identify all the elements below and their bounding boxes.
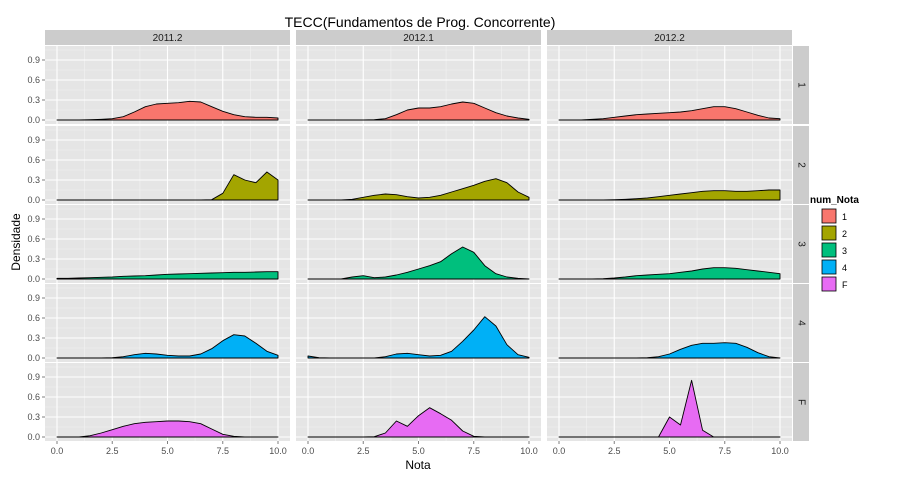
panel-f-2012-2 <box>547 363 792 441</box>
column-strip-label: 2012.2 <box>654 33 685 44</box>
y-tick-label: 0.3 <box>27 175 40 185</box>
x-tick-label: 10.0 <box>269 446 287 456</box>
panel-f-2012-1 <box>296 363 541 441</box>
panel-3-2011-2 <box>45 205 290 283</box>
y-tick-label: 0.0 <box>27 353 40 363</box>
x-tick-label: 5.0 <box>663 446 676 456</box>
y-tick-label: 0.6 <box>27 155 40 165</box>
legend-entry-label: 3 <box>842 246 847 256</box>
legend-swatch-f <box>821 276 837 292</box>
row-strip-label: 3 <box>795 241 806 247</box>
legend-swatch-4 <box>821 259 837 275</box>
legend-entry-label: 4 <box>842 263 847 273</box>
legend-swatch-1 <box>821 208 837 224</box>
density-area-1 <box>56 100 279 121</box>
density-area-2 <box>307 178 530 201</box>
density-area-2 <box>56 171 279 201</box>
y-tick-label: 0.3 <box>27 95 40 105</box>
column-strip-label: 2012.1 <box>403 33 434 44</box>
y-tick-label: 0.6 <box>27 75 40 85</box>
density-area-4 <box>56 334 279 359</box>
density-area-f <box>56 420 279 438</box>
density-area-3 <box>558 267 781 280</box>
panel-1-2012-1 <box>296 46 541 124</box>
row-strip-label: 4 <box>795 320 806 326</box>
y-tick-label: 0.3 <box>27 412 40 422</box>
density-area-1 <box>307 101 530 121</box>
y-tick-label: 0.3 <box>27 254 40 264</box>
x-tick-label: 5.0 <box>161 446 174 456</box>
y-tick-label: 0.0 <box>27 274 40 284</box>
y-tick-label: 0.6 <box>27 392 40 402</box>
x-tick-label: 7.5 <box>467 446 480 456</box>
panel-3-2012-1 <box>296 205 541 283</box>
x-tick-label: 2.5 <box>357 446 370 456</box>
x-tick-label: 10.0 <box>771 446 789 456</box>
facet-grid: 2011.2 2012.1 2012.2 1 2 3 4 F 0.0 0.3 0.6 0.9 0.0 0.… <box>27 30 809 456</box>
row-strip-label: 2 <box>795 162 806 168</box>
density-area-4 <box>558 342 781 359</box>
x-axis-label: Nota <box>405 458 431 472</box>
panel-4-2012-2 <box>547 284 792 362</box>
column-strip <box>547 30 792 45</box>
legend-swatch-3 <box>821 242 837 258</box>
density-area-3 <box>307 246 530 280</box>
y-tick-label: 0.9 <box>27 55 40 65</box>
row-strip-label: 1 <box>795 82 806 88</box>
x-tick-label: 7.5 <box>216 446 229 456</box>
column-strip <box>296 30 541 45</box>
x-tick-label: 2.5 <box>608 446 621 456</box>
chart-title: TECC(Fundamentos de Prog. Concorrente) <box>285 14 556 30</box>
column-strip <box>45 30 290 45</box>
panel-1-2012-2 <box>547 46 792 124</box>
y-tick-label: 0.0 <box>27 195 40 205</box>
density-area-2 <box>558 189 781 201</box>
row-strip <box>793 46 809 124</box>
legend-entry-label: 2 <box>842 229 847 239</box>
x-tick-label: 7.5 <box>718 446 731 456</box>
y-tick-label: 0.9 <box>27 372 40 382</box>
y-tick-label: 0.6 <box>27 234 40 244</box>
panel-4-2011-2 <box>45 284 290 362</box>
y-tick-label: 0.3 <box>27 333 40 343</box>
x-tick-label: 0.0 <box>553 446 566 456</box>
row-strip <box>793 363 809 441</box>
density-area-4 <box>307 316 530 359</box>
column-strip-label: 2011.2 <box>153 33 183 44</box>
density-area-f <box>558 379 781 438</box>
row-strip <box>793 205 809 283</box>
legend-entry-label: F <box>842 280 848 290</box>
x-tick-label: 5.0 <box>412 446 425 456</box>
legend-swatch-2 <box>821 225 837 241</box>
x-tick-label: 2.5 <box>106 446 119 456</box>
panel-3-2012-2 <box>547 205 792 283</box>
y-tick-label: 0.6 <box>27 313 40 323</box>
panel-f-2011-2 <box>45 363 290 441</box>
panel-4-2012-1 <box>296 284 541 362</box>
y-tick-label: 0.9 <box>27 135 40 145</box>
panel-1-2011-2 <box>45 46 290 124</box>
density-area-3 <box>56 271 279 280</box>
legend-title: num_Nota <box>810 195 859 206</box>
x-tick-label: 10.0 <box>520 446 538 456</box>
y-tick-label: 0.9 <box>27 214 40 224</box>
x-tick-label: 0.0 <box>51 446 64 456</box>
row-strip-label: F <box>795 399 806 405</box>
row-strip <box>793 126 809 204</box>
panel-2-2012-2 <box>547 126 792 204</box>
legend: 1 2 3 4 F <box>820 207 848 293</box>
density-area-1 <box>558 106 781 121</box>
panel-2-2011-2 <box>45 126 290 204</box>
row-strip <box>793 284 809 362</box>
y-axis-label: Densidade <box>9 213 23 271</box>
y-tick-label: 0.9 <box>27 293 40 303</box>
panel-2-2012-1 <box>296 126 541 204</box>
density-area-f <box>307 407 530 438</box>
x-tick-label: 0.0 <box>302 446 315 456</box>
legend-entry-label: 1 <box>842 212 847 222</box>
y-tick-label: 0.0 <box>27 115 40 125</box>
y-tick-label: 0.0 <box>27 432 40 442</box>
